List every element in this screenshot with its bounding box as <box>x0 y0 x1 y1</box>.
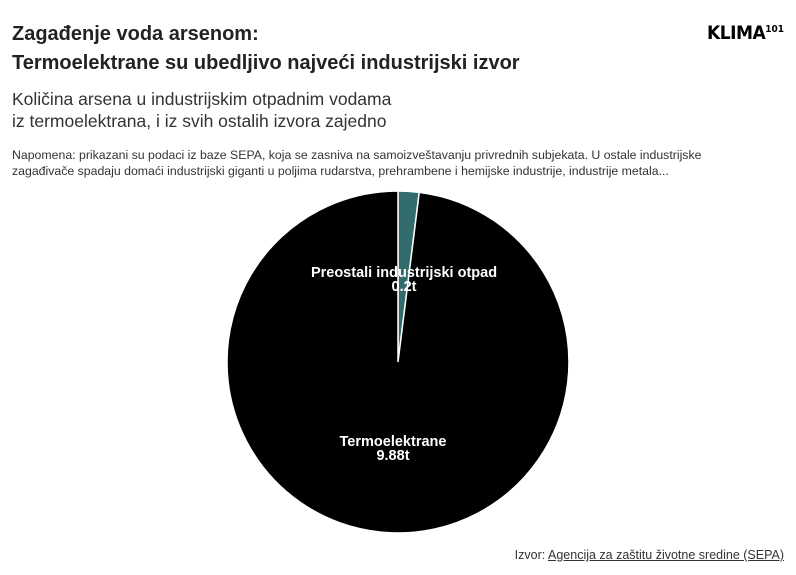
title-line-1: Zagađenje voda arsenom: <box>12 23 259 45</box>
slice-label: Preostali industrijski otpad <box>311 265 497 281</box>
note-line-1: Napomena: prikazani su podaci iz baze SE… <box>12 148 702 162</box>
pie-slice-termoelektrane[interactable] <box>226 190 570 534</box>
chart-subtitle: Količina arsena u industrijskim otpadnim… <box>12 88 391 132</box>
subtitle-line-2: iz termoelektrana, i iz svih ostalih izv… <box>12 111 387 131</box>
slice-value-label: 9.88t <box>376 448 409 464</box>
chart-title: Zagađenje voda arsenom: Termoelektrane s… <box>12 20 652 78</box>
logo-text: KLIMA <box>707 22 766 44</box>
klima101-logo[interactable]: KLIMA101 <box>707 22 784 44</box>
subtitle-line-1: Količina arsena u industrijskim otpadnim… <box>12 89 392 109</box>
chart-note: Napomena: prikazani su podaci iz baze SE… <box>12 147 782 179</box>
note-line-2: zagađivače spadaju domaći industrijski g… <box>12 164 669 178</box>
logo-superscript: 101 <box>765 24 785 35</box>
source-link[interactable]: Agencija za zaštitu životne sredine (SEP… <box>548 548 784 562</box>
source-prefix: Izvor: <box>514 548 548 562</box>
pie-slices <box>226 190 570 534</box>
slice-label: Termoelektrane <box>340 434 447 450</box>
source-credit: Izvor: Agencija za zaštitu životne sredi… <box>515 548 784 562</box>
slice-value-label: 0.2t <box>392 279 417 295</box>
title-line-2: Termoelektrane su ubedljivo najveći indu… <box>12 52 520 74</box>
